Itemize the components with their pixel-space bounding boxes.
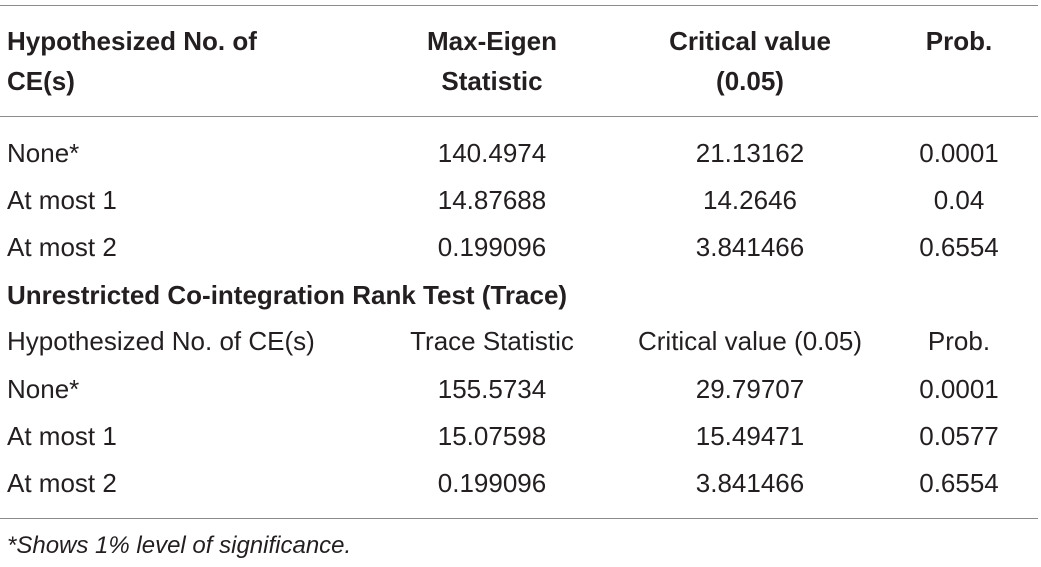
row-prob: 0.6554 [919, 232, 999, 262]
row-statistic: 0.199096 [437, 232, 547, 262]
bottom-rule [0, 518, 1038, 519]
row-critical: 21.13162 [695, 138, 805, 168]
row-statistic: 14.87688 [437, 185, 547, 215]
header-rule [0, 116, 1038, 117]
row-prob: 0.04 [933, 185, 985, 215]
row-prob: 0.6554 [919, 468, 999, 498]
header-prob: Prob. [927, 326, 991, 356]
row-critical: 3.841466 [695, 468, 805, 498]
row-statistic: 140.4974 [437, 138, 547, 168]
row-hypothesis: At most 1 [7, 185, 117, 215]
row-critical: 3.841466 [695, 232, 805, 262]
header-critical-value: Critical value (0.05) [638, 326, 862, 356]
row-prob: 0.0001 [919, 374, 999, 404]
row-prob: 0.0577 [919, 421, 999, 451]
header-hypothesized: Hypothesized No. of CE(s) [7, 26, 257, 96]
row-critical: 14.2646 [703, 185, 797, 215]
row-hypothesis: None* [7, 374, 80, 404]
row-hypothesis: At most 2 [7, 468, 117, 498]
row-statistic: 15.07598 [437, 421, 547, 451]
section-title-trace: Unrestricted Co-integration Rank Test (T… [7, 280, 568, 310]
row-statistic: 155.5734 [437, 374, 547, 404]
header-hypothesized: Hypothesized No. of CE(s) [7, 326, 315, 356]
footnote: *Shows 1% level of significance. [7, 532, 352, 559]
header-max-eigen-statistic: Max-Eigen Statistic [426, 26, 558, 96]
top-rule [0, 5, 1038, 6]
row-critical: 29.79707 [695, 374, 805, 404]
row-critical: 15.49471 [695, 421, 805, 451]
row-statistic: 0.199096 [437, 468, 547, 498]
row-hypothesis: At most 1 [7, 421, 117, 451]
row-hypothesis: At most 2 [7, 232, 117, 262]
header-trace-statistic: Trace Statistic [410, 326, 574, 356]
row-prob: 0.0001 [919, 138, 999, 168]
header-prob: Prob. [925, 26, 993, 56]
row-hypothesis: None* [7, 138, 80, 168]
header-critical-value: Critical value (0.05) [669, 26, 831, 96]
